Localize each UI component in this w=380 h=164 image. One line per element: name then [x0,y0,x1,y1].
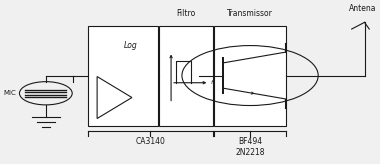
Text: Antena: Antena [349,4,377,13]
FancyBboxPatch shape [88,26,158,125]
Text: CA3140: CA3140 [135,137,165,146]
Text: BF494
2N2218: BF494 2N2218 [235,137,265,157]
Text: f: f [211,80,213,85]
Text: MIC: MIC [3,90,16,96]
FancyBboxPatch shape [214,26,286,125]
Text: Filtro: Filtro [176,9,196,18]
FancyBboxPatch shape [159,26,212,125]
Text: Log: Log [124,41,138,50]
Text: Transmissor: Transmissor [227,9,273,18]
